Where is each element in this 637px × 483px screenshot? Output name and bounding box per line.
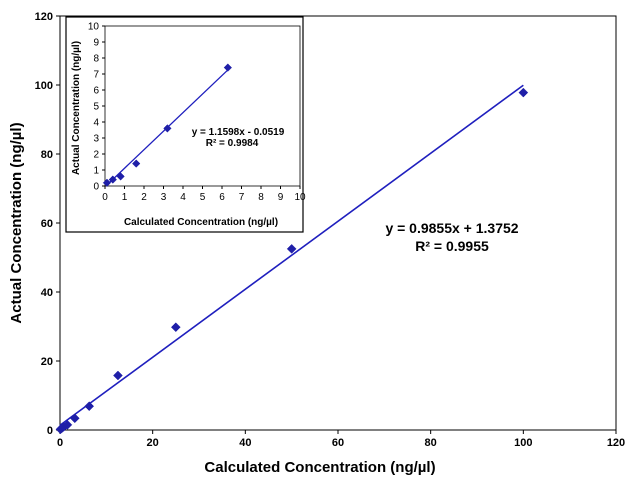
main-data-point: [62, 419, 73, 430]
main-y-tick-label: 20: [41, 356, 53, 368]
main-x-axis-title: Calculated Concentration (ng/µl): [204, 459, 435, 476]
inset-x-ticks: 0 1 2 3 4 5 6 7 8 9 10: [102, 186, 306, 203]
main-x-tick-label: 40: [239, 437, 251, 449]
inset-chart: 0 1 2 3 4 5 6 7 8 9 10 0 1 2 3 4 5 6 7 8 9 10 Calculated Con…: [65, 16, 306, 233]
inset-y-tick-label: 9: [93, 38, 99, 49]
main-points: [55, 87, 529, 435]
inset-y-tick-label: 7: [93, 70, 99, 81]
main-y-tick-label: 60: [41, 218, 53, 230]
inset-y-tick-label: 3: [93, 134, 99, 145]
main-data-point: [170, 322, 181, 333]
inset-x-tick-label: 9: [278, 192, 284, 203]
inset-data-point: [108, 175, 117, 184]
main-x-ticks: 0 20 40 60 80 100 120: [57, 430, 625, 449]
inset-y-tick-label: 2: [93, 150, 99, 161]
inset-x-tick-label: 8: [258, 192, 264, 203]
inset-data-point: [132, 159, 141, 168]
inset-x-tick-label: 0: [102, 192, 108, 203]
main-x-tick-label: 20: [147, 437, 159, 449]
inset-points: [102, 63, 233, 187]
inset-data-point: [116, 172, 125, 181]
inset-y-ticks: 0 1 2 3 4 5 6 7 8 9 10: [88, 22, 105, 193]
inset-x-tick-label: 2: [141, 192, 147, 203]
inset-y-axis-title: Actual Concentration (ng/µl): [71, 41, 82, 175]
inset-data-point: [223, 63, 233, 72]
main-trendline: [59, 84, 524, 426]
inset-y-tick-label: 10: [88, 22, 100, 33]
inset-x-axis-title: Calculated Concentration (ng/µl): [124, 217, 278, 228]
main-y-tick-label: 100: [35, 80, 53, 92]
inset-y-tick-label: 6: [93, 86, 99, 97]
inset-data-point: [102, 178, 112, 187]
inset-y-tick-label: 8: [93, 54, 99, 65]
inset-y-tick-label: 5: [93, 102, 99, 113]
inset-x-tick-label: 6: [219, 192, 225, 203]
main-x-tick-label: 120: [607, 437, 625, 449]
inset-x-tick-label: 4: [180, 192, 186, 203]
main-y-ticks: 0 20 40 60 80 100 120: [35, 11, 60, 437]
main-x-tick-label: 60: [332, 437, 344, 449]
inset-y-tick-label: 1: [93, 166, 99, 177]
main-data-point: [518, 87, 529, 98]
main-x-tick-label: 0: [57, 437, 63, 449]
main-y-tick-label: 0: [47, 425, 53, 437]
main-y-tick-label: 120: [35, 11, 53, 23]
main-equation: y = 0.9855x + 1.3752: [385, 220, 518, 236]
main-r-squared: R² = 0.9955: [415, 238, 489, 254]
inset-y-tick-label: 0: [93, 182, 99, 193]
inset-x-tick-label: 10: [294, 192, 306, 203]
inset-x-tick-label: 7: [239, 192, 245, 203]
main-x-tick-label: 100: [514, 437, 532, 449]
inset-plot-area: [104, 25, 301, 187]
main-y-axis-title: Actual Concentration (ng/µl): [8, 122, 25, 323]
inset-x-tick-label: 3: [161, 192, 167, 203]
main-x-tick-label: 80: [425, 437, 437, 449]
inset-equation: y = 1.1598x - 0.0519: [192, 127, 285, 138]
main-data-point: [69, 413, 80, 424]
inset-data-point: [163, 124, 172, 133]
main-data-point: [113, 370, 123, 381]
inset-y-tick-label: 4: [93, 118, 99, 129]
main-data-point: [286, 244, 297, 254]
main-y-tick-label: 40: [41, 287, 53, 299]
inset-r-squared: R² = 0.9984: [206, 138, 259, 149]
inset-x-tick-label: 5: [200, 192, 206, 203]
main-y-tick-label: 80: [41, 149, 53, 161]
inset-x-tick-label: 1: [122, 192, 128, 203]
main-data-point: [84, 401, 95, 412]
